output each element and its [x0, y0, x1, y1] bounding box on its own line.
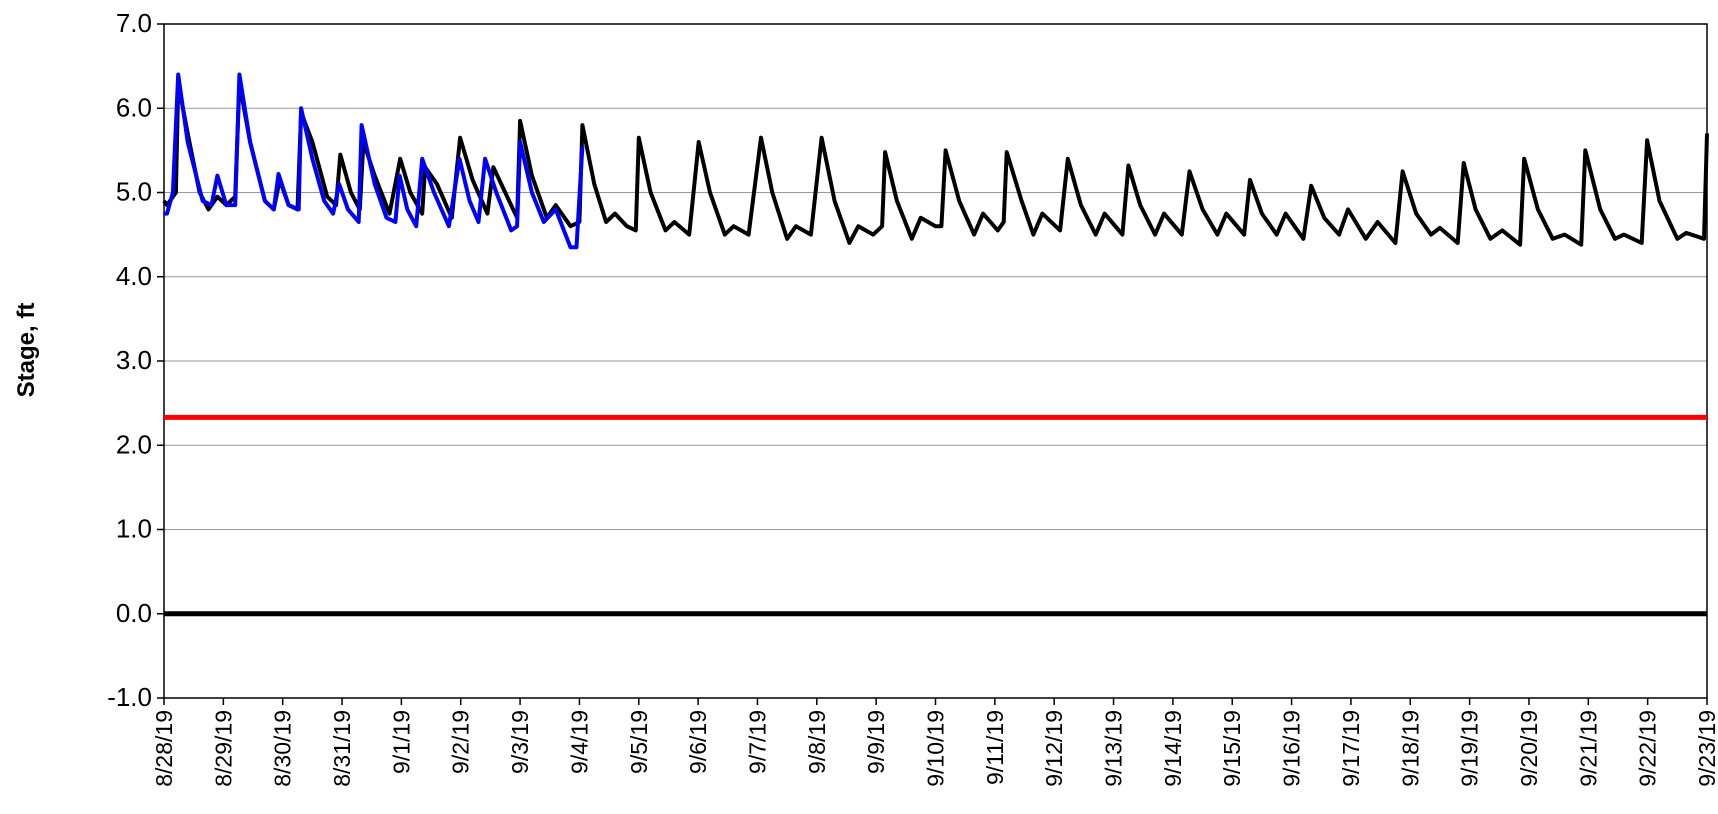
x-tick-label: 9/17/19 [1338, 710, 1364, 787]
x-tick-label: 9/14/19 [1160, 710, 1186, 787]
x-tick-label: 9/3/19 [507, 710, 533, 774]
x-tick-label: 9/13/19 [1101, 710, 1127, 787]
x-tick-label: 9/22/19 [1635, 710, 1661, 787]
x-tick-label: 9/19/19 [1457, 710, 1483, 787]
y-tick-label: 3.0 [116, 345, 152, 375]
y-tick-label: 5.0 [116, 177, 152, 207]
x-tick-label: 9/6/19 [685, 710, 711, 774]
y-tick-label: 2.0 [116, 429, 152, 459]
x-tick-label: 9/4/19 [566, 710, 592, 774]
x-tick-label: 9/9/19 [863, 710, 889, 774]
y-tick-label: 6.0 [116, 92, 152, 122]
x-tick-label: 8/30/19 [270, 710, 296, 787]
x-tick-label: 8/29/19 [210, 710, 236, 787]
x-tick-label: 9/10/19 [923, 710, 949, 787]
x-tick-label: 9/16/19 [1279, 710, 1305, 787]
y-tick-label: 7.0 [116, 8, 152, 38]
x-tick-label: 9/5/19 [626, 710, 652, 774]
plot-frame [163, 23, 1708, 699]
y-tick-label: 4.0 [116, 261, 152, 291]
x-tick-label: 9/11/19 [982, 710, 1008, 785]
y-tick-label: -1.0 [107, 682, 152, 712]
x-tick-label: 9/23/19 [1694, 710, 1718, 787]
x-tick-label: 9/12/19 [1041, 710, 1067, 787]
x-tick-label: 9/7/19 [744, 710, 770, 774]
x-tick-label: 9/21/19 [1575, 710, 1601, 787]
x-tick-label: 8/28/19 [151, 710, 177, 787]
series-line [164, 72, 585, 250]
x-tick-label: 9/20/19 [1516, 710, 1542, 787]
y-axis-label: Stage, ft [13, 303, 40, 398]
y-tick-label: 1.0 [116, 514, 152, 544]
x-tick-label: 9/2/19 [448, 710, 474, 774]
y-tick-label: 0.0 [116, 598, 152, 628]
x-tick-label: 8/31/19 [329, 710, 355, 787]
x-tick-label: 9/15/19 [1219, 710, 1245, 787]
x-tick-label: 9/8/19 [804, 710, 830, 774]
x-tick-label: 9/18/19 [1397, 710, 1423, 787]
x-tick-label: 9/1/19 [388, 710, 414, 774]
